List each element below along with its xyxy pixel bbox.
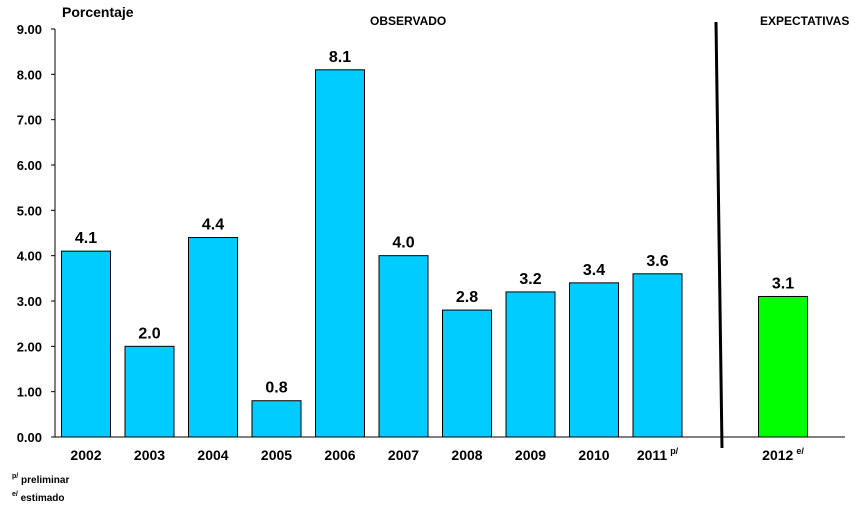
bar bbox=[569, 282, 619, 438]
footnotes: p/ preliminar e/ estimado bbox=[12, 470, 69, 506]
section-divider bbox=[714, 21, 724, 449]
y-tick-label: 6.00 bbox=[17, 158, 42, 173]
y-tick-label: 5.00 bbox=[17, 203, 42, 218]
bar bbox=[251, 400, 302, 438]
data-label: 8.1 bbox=[329, 49, 351, 66]
y-tick-label: 7.00 bbox=[17, 113, 42, 128]
x-tick-label: 2002 bbox=[70, 447, 101, 463]
expected-section-label: EXPECTATIVAS bbox=[760, 14, 850, 28]
y-tick-label: 4.00 bbox=[17, 249, 42, 264]
x-tick-label: 2006 bbox=[324, 447, 355, 463]
y-axis-title: Porcentaje bbox=[62, 4, 134, 20]
bar bbox=[505, 291, 556, 438]
x-tick-label: 2003 bbox=[134, 447, 165, 463]
data-label: 0.8 bbox=[265, 380, 287, 397]
bar bbox=[632, 273, 683, 438]
data-label: 4.0 bbox=[392, 235, 414, 252]
x-tick-label: 2004 bbox=[197, 447, 228, 463]
data-label: 3.4 bbox=[583, 262, 605, 279]
data-label: 2.0 bbox=[138, 325, 160, 342]
x-tick-label: 2011 p/ bbox=[637, 446, 679, 463]
bar bbox=[378, 255, 429, 438]
bar bbox=[124, 345, 175, 438]
y-tick-label: 8.00 bbox=[17, 67, 42, 82]
x-tick-label: 2010 bbox=[578, 447, 609, 463]
y-tick-label: 0.00 bbox=[17, 430, 42, 445]
x-tick-label: 2007 bbox=[388, 447, 419, 463]
y-tick-label: 1.00 bbox=[17, 385, 42, 400]
y-tick-label: 3.00 bbox=[17, 294, 42, 309]
y-tick-label: 9.00 bbox=[17, 22, 42, 37]
x-tick-label: 2005 bbox=[261, 447, 292, 463]
bar bbox=[758, 295, 808, 438]
footnote-preliminar: p/ preliminar bbox=[12, 473, 70, 486]
bar bbox=[188, 237, 238, 438]
bar bbox=[61, 250, 111, 438]
footnote-estimado: e/ estimado bbox=[12, 491, 65, 504]
bar bbox=[315, 69, 365, 438]
observed-section-label: OBSERVADO bbox=[370, 14, 447, 28]
data-label: 3.1 bbox=[772, 275, 794, 292]
data-label: 3.6 bbox=[646, 253, 668, 270]
x-tick-label: 2012 e/ bbox=[762, 446, 804, 463]
x-tick-label: 2008 bbox=[451, 447, 482, 463]
data-label: 2.8 bbox=[456, 289, 478, 306]
y-tick-label: 2.00 bbox=[17, 339, 42, 354]
x-tick-label: 2009 bbox=[515, 447, 546, 463]
bar bbox=[442, 309, 492, 438]
data-label: 4.4 bbox=[202, 217, 224, 234]
data-label: 3.2 bbox=[519, 271, 541, 288]
data-label: 4.1 bbox=[75, 230, 97, 247]
